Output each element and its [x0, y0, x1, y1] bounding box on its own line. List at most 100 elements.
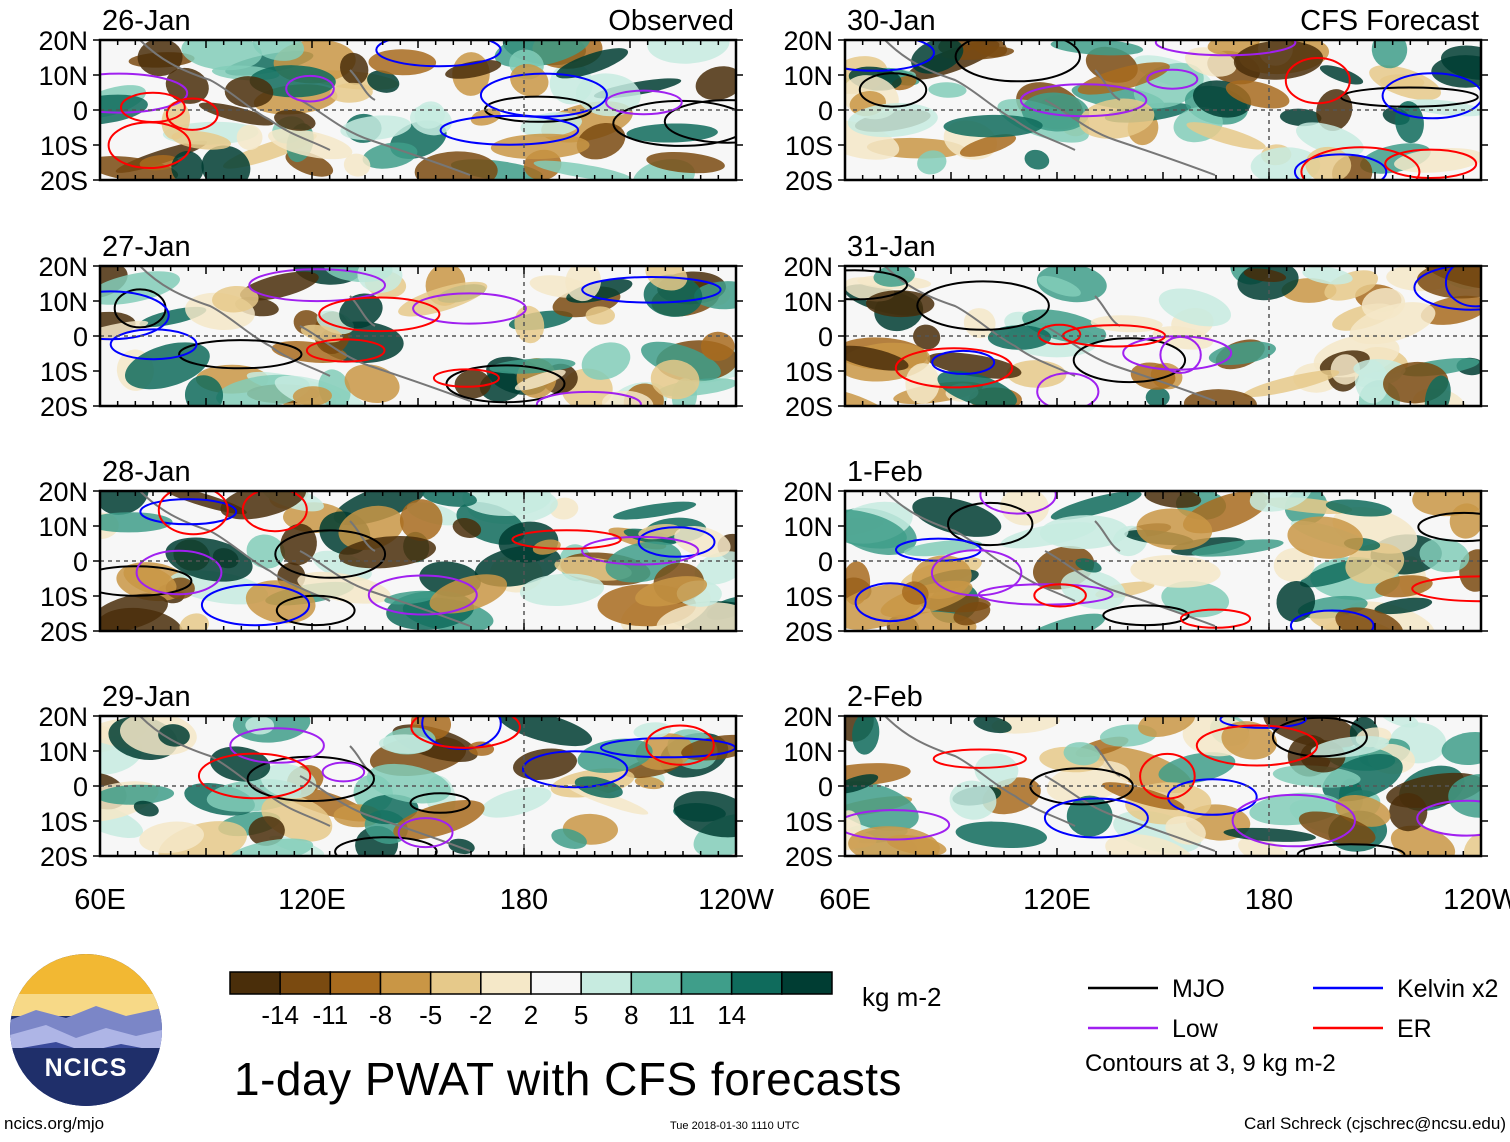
y-tick-label: 20N — [38, 702, 88, 732]
contour-mjo — [1417, 511, 1481, 543]
legend-label: MJO — [1172, 975, 1225, 1003]
y-tick-label: 10S — [40, 582, 88, 612]
colorbar-swatch — [680, 971, 733, 995]
contour-kelvin-x2 — [439, 114, 580, 146]
anomaly-blob — [656, 602, 736, 631]
contour-er — [1195, 724, 1319, 767]
anomaly-blob — [1440, 45, 1481, 81]
anomaly-blob — [1335, 607, 1404, 631]
anomaly-blob — [378, 734, 433, 754]
x-tick-label: 120W — [1443, 884, 1510, 916]
contour-mjo — [1072, 337, 1187, 384]
anomaly-blob — [100, 512, 173, 533]
anomaly-blob — [1298, 811, 1376, 846]
colorbar-label: -11 — [313, 1000, 349, 1030]
y-tick-label: 20S — [40, 392, 88, 422]
anomaly-blob — [917, 150, 947, 175]
anomaly-blob — [955, 821, 1048, 849]
anomaly-blob — [1424, 375, 1451, 406]
contour-er — [894, 347, 1014, 389]
anomaly-blob — [165, 537, 253, 582]
colorbar-label: 11 — [668, 1000, 695, 1030]
contour-kelvin-x2 — [1166, 778, 1258, 816]
contour-mjo — [1271, 716, 1368, 758]
y-tick-label: 10S — [785, 582, 833, 612]
anomaly-blob — [852, 716, 880, 755]
anomaly-blob — [519, 573, 605, 607]
anomaly-blob — [513, 748, 577, 780]
y-tick-label: 20S — [40, 617, 88, 647]
legend-label: Kelvin x2 — [1397, 975, 1498, 1003]
coastline-maritime — [1044, 775, 1216, 852]
contour-kelvin-x2 — [637, 526, 716, 558]
coastline-maritime — [299, 775, 471, 852]
anomaly-blob — [695, 66, 736, 101]
colorbar-swatch — [329, 971, 382, 995]
x-tick-label: 180 — [500, 884, 548, 916]
colorbar: -14 -11 -8 -5 -2 2 5 8 11 14 — [229, 971, 833, 1030]
y-tick-label: 20N — [38, 26, 88, 56]
y-tick-label: 20N — [38, 477, 88, 507]
anomaly-blob — [973, 716, 1012, 734]
anomaly-blob — [268, 128, 353, 160]
panels-group: 20N 10N 0 10S 20S 26-Jan Observed 20N 10N 0 10S 20S… — [38, 5, 1510, 916]
anomaly-blob — [1221, 721, 1277, 760]
coastline-asia — [139, 716, 331, 827]
coastline-islands — [349, 520, 376, 552]
coastline-islands — [349, 69, 376, 101]
anomaly-blob — [533, 160, 632, 180]
contour-mjo — [334, 836, 438, 856]
y-tick-label: 10S — [40, 807, 88, 837]
contour-mjo — [954, 40, 1081, 83]
anomaly-blob — [312, 550, 372, 582]
coastlines — [884, 40, 1216, 176]
y-tick-label: 20N — [783, 252, 833, 282]
anomaly-blob — [260, 763, 317, 799]
footer-url[interactable]: ncics.org/mjo — [4, 1114, 105, 1133]
contour-mjo — [100, 565, 193, 597]
anomaly-blob — [694, 551, 736, 585]
anomaly-blob — [252, 40, 305, 61]
x-tick-label: 120E — [278, 884, 346, 916]
contour-er — [165, 97, 219, 131]
anomaly-blob — [1416, 266, 1481, 299]
anomaly-blob — [212, 285, 259, 313]
coastline-islands — [1094, 520, 1121, 552]
anomaly-blob — [1330, 354, 1360, 385]
footer-credit: Carl Schreck (cjschrec@ncsu.edu) — [1244, 1114, 1506, 1133]
contour-low — [1019, 83, 1148, 118]
anomaly-blob — [468, 741, 495, 756]
anomaly-blob — [158, 724, 190, 747]
anomaly-blob — [959, 134, 1017, 157]
coastline-asia — [884, 716, 1076, 827]
anomaly-blob — [139, 155, 179, 171]
anomaly-blob — [248, 816, 285, 846]
anomaly-blob — [987, 325, 1052, 350]
anomaly-blob — [681, 734, 736, 761]
contour-low — [1231, 793, 1356, 848]
contour-kelvin-x2 — [421, 716, 502, 750]
anomaly-blob — [100, 784, 175, 805]
anomaly-blob — [490, 133, 590, 160]
panel-column-title: Observed — [608, 5, 734, 37]
anomaly-blob — [1077, 62, 1170, 95]
logo-text: NCICS — [45, 1054, 128, 1082]
anomaly-blob — [575, 73, 641, 117]
contour-er — [107, 121, 192, 169]
anomaly-blob — [1130, 555, 1221, 588]
contour-mjo — [858, 72, 928, 108]
anomaly-blob — [845, 763, 911, 786]
anomaly-blob — [1374, 597, 1433, 615]
coastline-asia — [139, 266, 331, 377]
colorbar-label: -14 — [261, 1000, 299, 1030]
contour-kelvin-x2 — [1293, 153, 1388, 180]
anomaly-blob — [343, 153, 371, 177]
anomaly-blob — [246, 534, 286, 569]
anomaly-blob — [1322, 754, 1403, 802]
contour-low — [285, 74, 335, 103]
anomaly-blob — [452, 518, 482, 538]
anomaly-blob — [367, 70, 400, 93]
panel-date: 26-Jan — [102, 5, 191, 37]
contour-mjo — [274, 529, 387, 579]
